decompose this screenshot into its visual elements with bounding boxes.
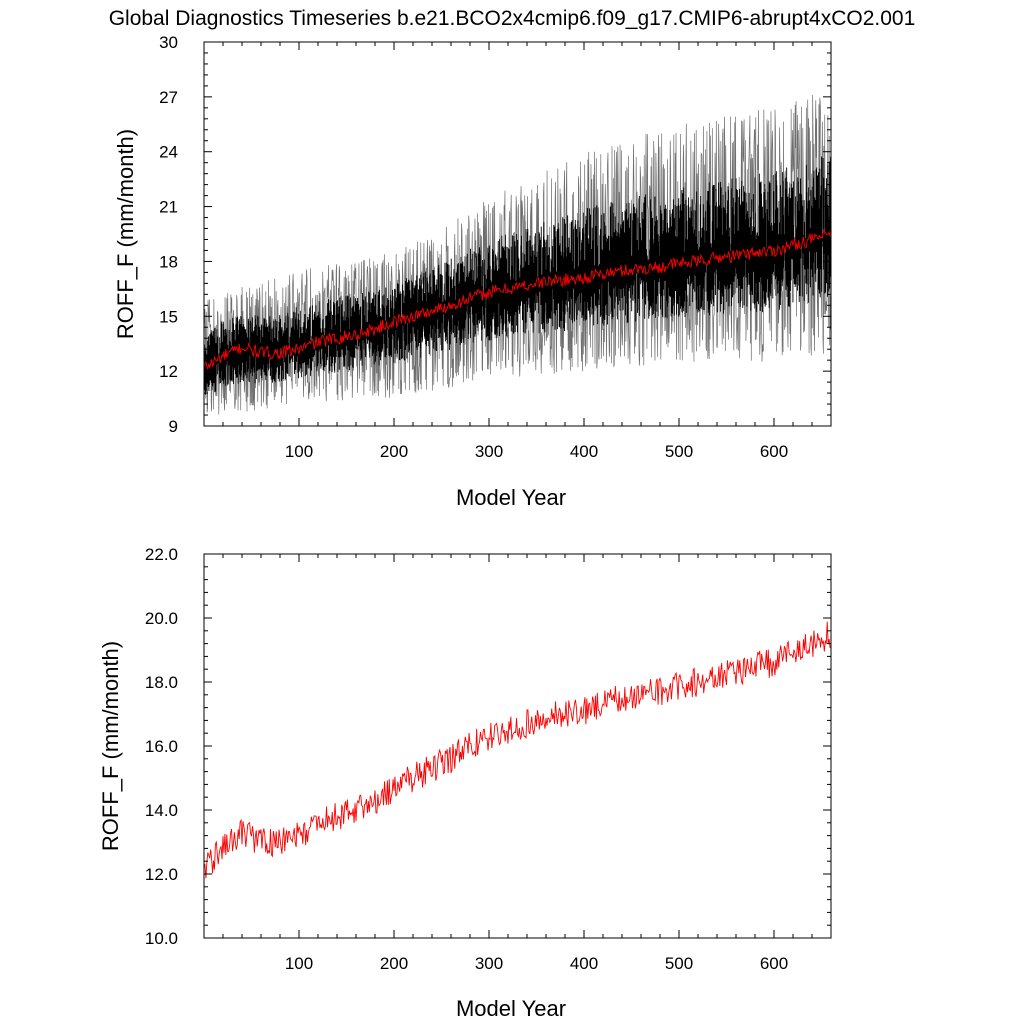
top-plot-frame <box>203 41 832 427</box>
bottom-y-axis-title: ROFF_F (mm/month) <box>98 641 123 851</box>
bottom-y-tick-label: 22.0 <box>145 545 178 564</box>
top-annual-series-line <box>203 229 832 371</box>
top-y-tick-label: 30 <box>159 33 178 52</box>
top-x-tick-label: 300 <box>475 442 503 461</box>
top-x-tick-label: 100 <box>285 442 313 461</box>
bottom-x-tick-label: 200 <box>380 954 408 973</box>
bottom-y-tick-label: 18.0 <box>145 673 178 692</box>
bottom-y-tick-label: 10.0 <box>145 929 178 948</box>
top-x-axis-title: Model Year <box>456 485 566 510</box>
top-x-tick-label: 200 <box>380 442 408 461</box>
bottom-y-tick-label: 12.0 <box>145 865 178 884</box>
bottom-x-tick-label: 300 <box>475 954 503 973</box>
bottom-y-tick-label: 14.0 <box>145 801 178 820</box>
bottom-x-tick-label: 600 <box>760 954 788 973</box>
bottom-x-tick-label: 100 <box>285 954 313 973</box>
top-x-tick-label: 600 <box>760 442 788 461</box>
bottom-y-tick-label: 20.0 <box>145 609 178 628</box>
top-x-tick-label: 500 <box>665 442 693 461</box>
bottom-annual-series-line <box>203 621 832 879</box>
top-y-tick-label: 27 <box>159 88 178 107</box>
top-x-tick-label: 400 <box>570 442 598 461</box>
top-y-axis-title: ROFF_F (mm/month) <box>113 129 138 339</box>
bottom-x-tick-label: 400 <box>570 954 598 973</box>
figure-title: Global Diagnostics Timeseries b.e21.BCO2… <box>109 7 916 30</box>
top-y-tick-label: 15 <box>159 307 178 326</box>
top-panel: 100 200 300 400 500 600 9 12 15 18 21 24 27 30 Model … <box>113 33 832 510</box>
top-axis-ticks: 100 200 300 400 500 600 9 12 15 18 21 24 27 30 <box>159 33 831 461</box>
bottom-panel: 100 200 300 400 500 600 10.0 12.0 14.0 16.0 18.0 20… <box>98 545 832 1021</box>
top-y-tick-label: 12 <box>159 362 178 381</box>
bottom-axis-ticks: 100 200 300 400 500 600 10.0 12.0 14.0 16.0 18.0 20… <box>145 545 831 973</box>
bottom-x-axis-title: Model Year <box>456 996 566 1021</box>
top-y-tick-label: 21 <box>159 198 178 217</box>
bottom-x-tick-label: 500 <box>665 954 693 973</box>
top-y-tick-label: 9 <box>169 417 178 436</box>
bottom-y-tick-label: 16.0 <box>145 737 178 756</box>
top-y-tick-label: 24 <box>159 143 178 162</box>
top-y-tick-label: 18 <box>159 252 178 271</box>
bottom-plot-area <box>203 621 832 879</box>
